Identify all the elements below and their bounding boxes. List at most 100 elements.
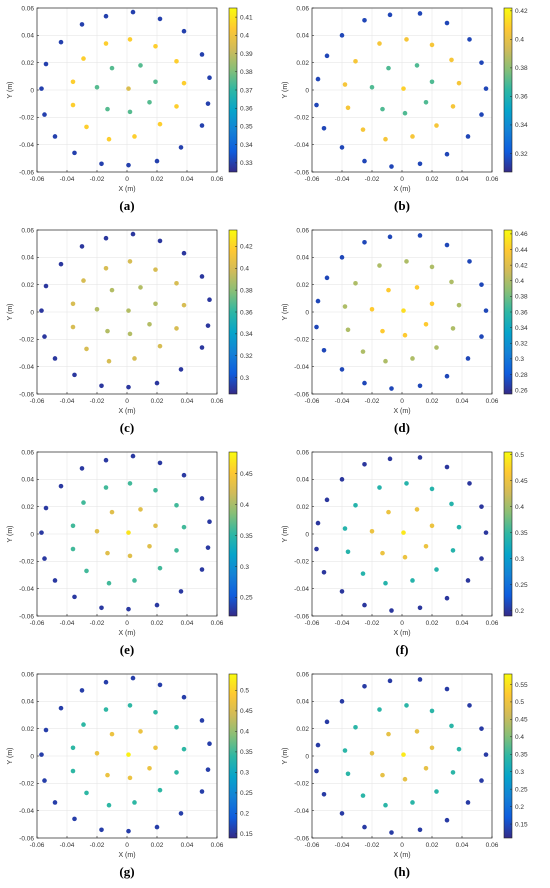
x-tick-label: -0.04 — [60, 842, 75, 849]
colorbar-tick-label: 0.32 — [515, 151, 528, 158]
data-point — [153, 267, 158, 272]
data-point — [389, 164, 394, 169]
data-point — [157, 460, 163, 466]
data-point — [42, 778, 47, 783]
data-point — [314, 102, 319, 108]
x-tick-label: 0.04 — [456, 398, 469, 405]
data-point — [199, 52, 205, 57]
data-point — [417, 383, 423, 389]
data-point — [205, 545, 211, 550]
data-point — [380, 550, 385, 556]
data-point — [130, 453, 136, 459]
x-tick-label: 0.02 — [151, 176, 164, 183]
colorbar-tick-label: 0.34 — [515, 325, 528, 332]
data-point — [314, 324, 319, 330]
x-tick-label: -0.04 — [60, 620, 75, 627]
x-tick-label: 0.02 — [426, 620, 439, 627]
y-tick-label: -0.02 — [294, 781, 309, 788]
data-point — [314, 768, 319, 774]
data-point — [369, 528, 375, 534]
data-point — [339, 589, 345, 594]
colorbar-tick-label: 0.36 — [515, 94, 528, 101]
data-point — [324, 53, 330, 59]
colorbar-tick-label: 0.45 — [515, 717, 528, 724]
panel-caption: (c) — [120, 420, 134, 435]
chart-panel-5: -0.06 -0.04 -0.02 0 0.02 0.04 0.06 -0.06 -0.04 -0… — [7, 449, 253, 657]
y-axis-label: Y (m) — [7, 526, 14, 543]
data-point — [153, 43, 158, 49]
colorbar-tick-label: 0.45 — [240, 471, 253, 478]
data-point — [404, 37, 409, 42]
data-point — [105, 106, 110, 112]
y-tick-label: 0.06 — [296, 227, 309, 234]
data-point — [181, 28, 187, 34]
colorbar-tick-label: 0.39 — [240, 51, 253, 58]
x-tick-label: 0.06 — [211, 176, 224, 183]
colorbar-tick-label: 0.4 — [240, 266, 249, 273]
data-point — [181, 302, 187, 308]
colorbar-tick-label: 0.4 — [515, 278, 524, 285]
data-point — [417, 233, 423, 238]
x-axis-label: X (m) — [118, 852, 135, 859]
data-point — [157, 343, 163, 349]
data-point — [154, 380, 160, 386]
data-point — [483, 86, 489, 91]
colorbar-tick-label: 0.3 — [240, 770, 249, 777]
x-tick-label: 0 — [125, 398, 129, 405]
x-tick-label: 0.06 — [486, 620, 499, 627]
data-point — [52, 800, 58, 805]
data-point — [147, 766, 152, 771]
x-tick-label: 0.06 — [211, 842, 224, 849]
data-point — [94, 84, 100, 90]
colorbar-tick-label: 0.15 — [240, 831, 253, 838]
colorbar-tick-label: 0.42 — [240, 244, 253, 251]
data-point — [387, 678, 393, 684]
data-point — [402, 776, 408, 782]
y-tick-label: 0.04 — [296, 477, 309, 484]
data-point — [404, 259, 409, 264]
data-point — [157, 682, 163, 688]
data-point — [423, 100, 429, 105]
data-point — [345, 327, 351, 333]
y-tick-label: -0.06 — [19, 169, 34, 176]
data-point — [127, 481, 133, 486]
data-point — [449, 57, 454, 63]
colorbar-tick-label: 0.36 — [515, 309, 528, 316]
data-point — [483, 308, 489, 313]
y-axis-label: Y (m) — [7, 82, 14, 99]
data-point — [130, 9, 136, 15]
data-point — [103, 457, 109, 463]
data-point — [444, 464, 450, 470]
y-tick-label: -0.06 — [294, 391, 309, 398]
data-point — [342, 82, 348, 87]
x-tick-label: -0.02 — [90, 176, 105, 183]
data-point — [377, 485, 382, 490]
y-tick-label: -0.04 — [294, 586, 309, 593]
y-tick-label: -0.02 — [294, 559, 309, 566]
data-point — [181, 746, 187, 752]
data-point — [401, 752, 406, 757]
colorbar-tick-label: 0.2 — [240, 811, 249, 818]
data-point — [324, 497, 330, 503]
y-tick-label: -0.02 — [294, 337, 309, 344]
data-point — [450, 548, 456, 553]
data-point — [324, 275, 330, 281]
colorbar-tick-label: 0.33 — [240, 160, 253, 167]
x-tick-label: -0.04 — [335, 620, 350, 627]
y-tick-label: 0.06 — [296, 5, 309, 12]
data-point — [479, 556, 484, 561]
colorbar-tick-label: 0.34 — [240, 142, 253, 149]
x-tick-label: 0.02 — [151, 842, 164, 849]
y-tick-label: -0.04 — [294, 808, 309, 815]
colorbar-tick-label: 0.46 — [515, 231, 528, 238]
data-point — [314, 546, 319, 552]
data-point — [199, 567, 205, 572]
x-axis-label: X (m) — [393, 630, 410, 637]
data-point — [126, 606, 131, 612]
panel-caption: (h) — [394, 864, 410, 879]
y-axis-label: Y (m) — [7, 748, 14, 765]
data-point — [414, 63, 420, 68]
y-tick-label: 0.06 — [21, 449, 34, 456]
data-point — [70, 546, 76, 552]
data-point — [70, 301, 76, 307]
